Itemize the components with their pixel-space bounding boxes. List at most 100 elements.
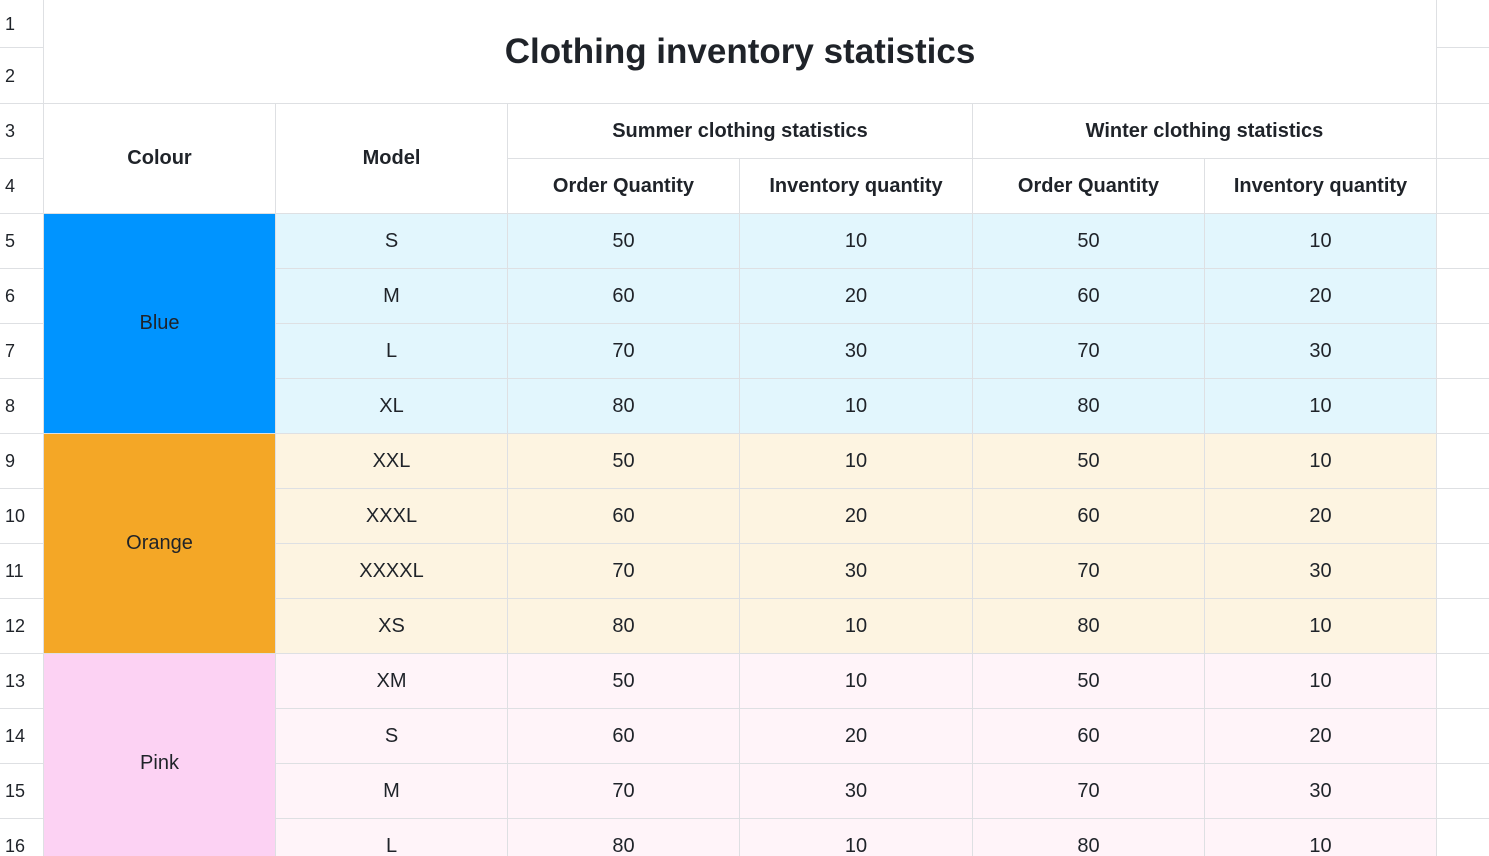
- summer-order-cell[interactable]: 80: [508, 599, 740, 654]
- row-number[interactable]: 13: [0, 654, 43, 709]
- winter-inventory-cell[interactable]: 20: [1205, 489, 1437, 544]
- header-model[interactable]: Model: [276, 104, 508, 214]
- model-cell[interactable]: XXXL: [276, 489, 508, 544]
- model-cell[interactable]: XS: [276, 599, 508, 654]
- winter-order-cell[interactable]: 50: [973, 654, 1205, 709]
- winter-inventory-cell[interactable]: 10: [1205, 599, 1437, 654]
- model-cell[interactable]: L: [276, 819, 508, 856]
- row-number[interactable]: 7: [0, 324, 43, 379]
- winter-inventory-cell[interactable]: 10: [1205, 214, 1437, 269]
- winter-order-cell[interactable]: 70: [973, 544, 1205, 599]
- summer-order-cell[interactable]: 50: [508, 654, 740, 709]
- row-number[interactable]: 4: [0, 159, 43, 214]
- row-number[interactable]: 2: [0, 48, 43, 104]
- winter-inventory-cell[interactable]: 30: [1205, 544, 1437, 599]
- summer-order-cell[interactable]: 60: [508, 489, 740, 544]
- summer-inventory-cell[interactable]: 20: [740, 489, 973, 544]
- model-cell[interactable]: XXXXL: [276, 544, 508, 599]
- sheet-title[interactable]: Clothing inventory statistics: [44, 0, 1437, 104]
- winter-order-cell[interactable]: 80: [973, 819, 1205, 856]
- row-number[interactable]: 8: [0, 379, 43, 434]
- header-winter-inventory-quantity[interactable]: Inventory quantity: [1205, 159, 1437, 214]
- header-summer-inventory-quantity[interactable]: Inventory quantity: [740, 159, 973, 214]
- model-cell[interactable]: S: [276, 214, 508, 269]
- header-summer-order-quantity[interactable]: Order Quantity: [508, 159, 740, 214]
- summer-inventory-cell[interactable]: 10: [740, 819, 973, 856]
- summer-inventory-cell[interactable]: 10: [740, 214, 973, 269]
- empty-cell[interactable]: [1437, 159, 1489, 214]
- winter-inventory-cell[interactable]: 20: [1205, 269, 1437, 324]
- winter-inventory-cell[interactable]: 10: [1205, 434, 1437, 489]
- summer-inventory-cell[interactable]: 10: [740, 654, 973, 709]
- header-winter-statistics[interactable]: Winter clothing statistics: [973, 104, 1437, 159]
- model-cell[interactable]: S: [276, 709, 508, 764]
- summer-order-cell[interactable]: 80: [508, 819, 740, 856]
- empty-cell[interactable]: [1437, 544, 1489, 599]
- empty-cell[interactable]: [1437, 48, 1489, 104]
- summer-order-cell[interactable]: 60: [508, 709, 740, 764]
- summer-inventory-cell[interactable]: 30: [740, 544, 973, 599]
- row-number[interactable]: 1: [0, 0, 43, 48]
- winter-order-cell[interactable]: 50: [973, 434, 1205, 489]
- summer-inventory-cell[interactable]: 10: [740, 599, 973, 654]
- empty-cell[interactable]: [1437, 269, 1489, 324]
- empty-cell[interactable]: [1437, 214, 1489, 269]
- empty-cell[interactable]: [1437, 0, 1489, 48]
- summer-order-cell[interactable]: 70: [508, 324, 740, 379]
- winter-order-cell[interactable]: 60: [973, 269, 1205, 324]
- row-number[interactable]: 10: [0, 489, 43, 544]
- empty-cell[interactable]: [1437, 654, 1489, 709]
- summer-inventory-cell[interactable]: 10: [740, 434, 973, 489]
- empty-cell[interactable]: [1437, 434, 1489, 489]
- winter-order-cell[interactable]: 70: [973, 764, 1205, 819]
- model-cell[interactable]: M: [276, 269, 508, 324]
- row-number[interactable]: 11: [0, 544, 43, 599]
- summer-inventory-cell[interactable]: 30: [740, 324, 973, 379]
- empty-cell[interactable]: [1437, 379, 1489, 434]
- row-number[interactable]: 5: [0, 214, 43, 269]
- summer-inventory-cell[interactable]: 30: [740, 764, 973, 819]
- empty-cell[interactable]: [1437, 599, 1489, 654]
- summer-order-cell[interactable]: 60: [508, 269, 740, 324]
- winter-order-cell[interactable]: 50: [973, 214, 1205, 269]
- colour-group-cell[interactable]: Pink: [44, 654, 276, 856]
- model-cell[interactable]: XXL: [276, 434, 508, 489]
- empty-cell[interactable]: [1437, 764, 1489, 819]
- model-cell[interactable]: XL: [276, 379, 508, 434]
- row-number[interactable]: 14: [0, 709, 43, 764]
- colour-group-cell[interactable]: Blue: [44, 214, 276, 434]
- winter-order-cell[interactable]: 60: [973, 709, 1205, 764]
- empty-cell[interactable]: [1437, 489, 1489, 544]
- row-number[interactable]: 6: [0, 269, 43, 324]
- model-cell[interactable]: L: [276, 324, 508, 379]
- winter-order-cell[interactable]: 60: [973, 489, 1205, 544]
- summer-order-cell[interactable]: 50: [508, 434, 740, 489]
- row-number[interactable]: 9: [0, 434, 43, 489]
- summer-order-cell[interactable]: 70: [508, 764, 740, 819]
- winter-inventory-cell[interactable]: 20: [1205, 709, 1437, 764]
- summer-inventory-cell[interactable]: 20: [740, 269, 973, 324]
- winter-order-cell[interactable]: 80: [973, 379, 1205, 434]
- winter-inventory-cell[interactable]: 10: [1205, 819, 1437, 856]
- summer-inventory-cell[interactable]: 10: [740, 379, 973, 434]
- summer-inventory-cell[interactable]: 20: [740, 709, 973, 764]
- winter-inventory-cell[interactable]: 10: [1205, 379, 1437, 434]
- empty-cell[interactable]: [1437, 104, 1489, 159]
- header-colour[interactable]: Colour: [44, 104, 276, 214]
- winter-inventory-cell[interactable]: 10: [1205, 654, 1437, 709]
- header-winter-order-quantity[interactable]: Order Quantity: [973, 159, 1205, 214]
- summer-order-cell[interactable]: 50: [508, 214, 740, 269]
- empty-cell[interactable]: [1437, 709, 1489, 764]
- empty-cell[interactable]: [1437, 324, 1489, 379]
- summer-order-cell[interactable]: 80: [508, 379, 740, 434]
- row-number[interactable]: 12: [0, 599, 43, 654]
- winter-inventory-cell[interactable]: 30: [1205, 764, 1437, 819]
- model-cell[interactable]: XM: [276, 654, 508, 709]
- empty-cell[interactable]: [1437, 819, 1489, 856]
- winter-order-cell[interactable]: 80: [973, 599, 1205, 654]
- model-cell[interactable]: M: [276, 764, 508, 819]
- winter-order-cell[interactable]: 70: [973, 324, 1205, 379]
- winter-inventory-cell[interactable]: 30: [1205, 324, 1437, 379]
- colour-group-cell[interactable]: Orange: [44, 434, 276, 654]
- summer-order-cell[interactable]: 70: [508, 544, 740, 599]
